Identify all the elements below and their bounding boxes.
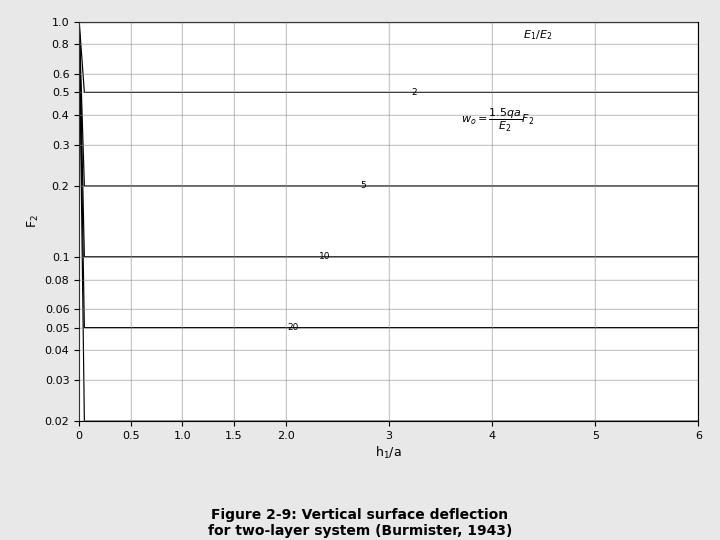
X-axis label: h$_1$/a: h$_1$/a	[375, 445, 402, 461]
Text: Figure 2-9: Vertical surface deflection
for two-layer system (Burmister, 1943): Figure 2-9: Vertical surface deflection …	[208, 508, 512, 538]
Text: 10: 10	[319, 252, 330, 261]
Text: $w_o = \dfrac{1.5qa}{E_2} F_2$: $w_o = \dfrac{1.5qa}{E_2} F_2$	[461, 107, 534, 134]
Text: 20: 20	[288, 323, 299, 332]
Text: 5: 5	[360, 181, 366, 191]
Text: 2: 2	[412, 88, 417, 97]
Y-axis label: F$_2$: F$_2$	[25, 214, 40, 228]
Text: $E_1/E_2$: $E_1/E_2$	[523, 28, 552, 42]
